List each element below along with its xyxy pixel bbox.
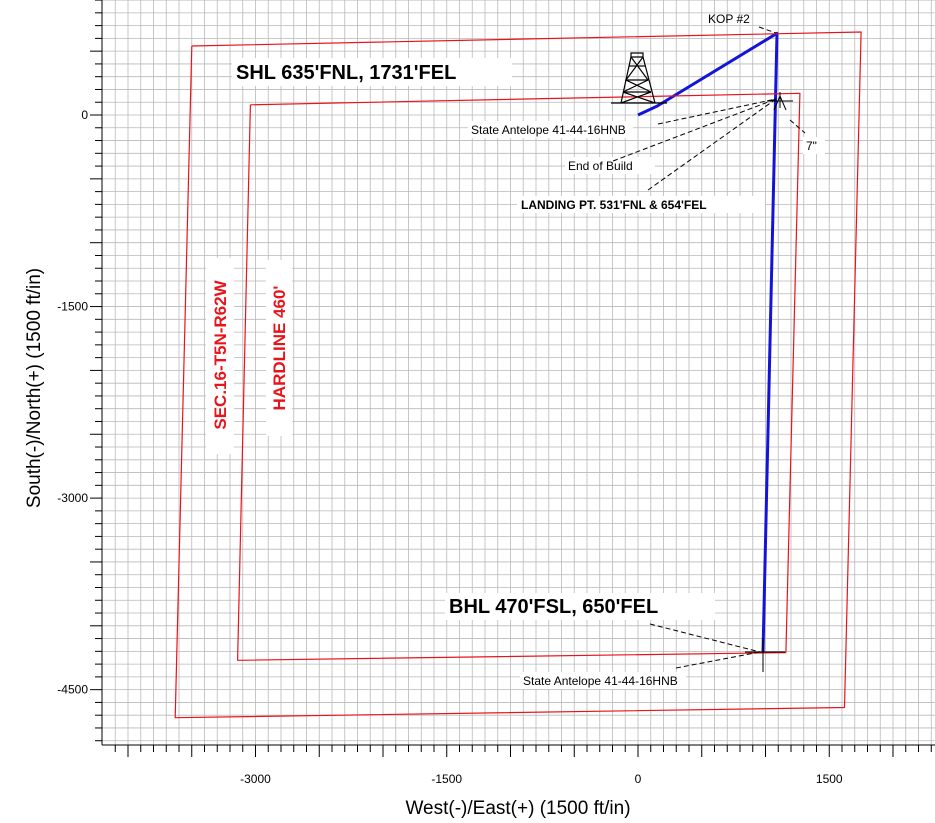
rig-icon-stroke <box>620 91 652 104</box>
annotation-label: State Antelope 41-44-16HNB <box>523 674 678 688</box>
annotation-label: SHL 635'FNL, 1731'FEL <box>236 62 456 84</box>
label-background <box>517 196 765 213</box>
leader-line <box>758 26 777 34</box>
rig-icon <box>611 52 667 104</box>
tick-labels: -3000 -1500 0 1500 0 -1500 -3000 -4500 West(-)/E… <box>24 108 843 819</box>
leader-line <box>647 98 777 191</box>
rig-icon-stroke <box>630 52 644 57</box>
annotation-label: 7" <box>806 139 817 153</box>
y-tick-label: -4500 <box>57 683 88 697</box>
x-tick-label: 1500 <box>816 772 843 786</box>
rig-icon-stroke <box>622 91 656 104</box>
label-background <box>565 157 655 174</box>
leader-line <box>649 623 761 653</box>
label-background <box>445 593 715 620</box>
casing-marker <box>773 94 787 111</box>
axes <box>90 0 935 757</box>
label-background <box>803 137 825 154</box>
y-tick-label: -3000 <box>57 491 88 505</box>
annotation-label: BHL 470'FSL, 650'FEL <box>449 596 658 618</box>
leader-line <box>612 98 777 162</box>
label-background <box>468 121 633 138</box>
x-tick-label: -3000 <box>240 772 271 786</box>
x-tick-label: 0 <box>635 772 642 786</box>
annotation-label: End of Build <box>568 159 633 173</box>
annotation-label: LANDING PT. 531'FNL & 654'FEL <box>521 198 707 212</box>
y-axis-title: South(-)/North(+) (1500 ft/in) <box>24 268 45 508</box>
y-tick-label: -1500 <box>57 300 88 314</box>
label-background <box>520 672 686 689</box>
y-tick-label: 0 <box>81 108 88 122</box>
annotation-label: State Antelope 41-44-16HNB <box>471 123 626 137</box>
label-background <box>206 258 234 454</box>
wellbore-line <box>637 31 779 653</box>
annotation-label: KOP #2 <box>708 12 750 26</box>
x-tick-label: -1500 <box>431 772 462 786</box>
annotation-label: SEC.16-T5N-R62W <box>211 279 230 429</box>
rig-icon-stroke <box>625 56 652 93</box>
section-boundary-line <box>174 31 862 719</box>
label-background <box>266 260 292 436</box>
annotations: SHL 635'FNL, 1731'FEL KOP #2 State Antelop… <box>206 12 825 689</box>
leader-line <box>657 98 777 125</box>
leader-line <box>789 119 806 134</box>
hardline-boundary-line <box>237 92 801 661</box>
leader-line <box>675 651 761 669</box>
label-background <box>232 58 512 86</box>
annotation-label: HARDLINE 460' <box>270 286 289 411</box>
x-axis-title: West(-)/East(+) (1500 ft/in) <box>405 798 630 819</box>
